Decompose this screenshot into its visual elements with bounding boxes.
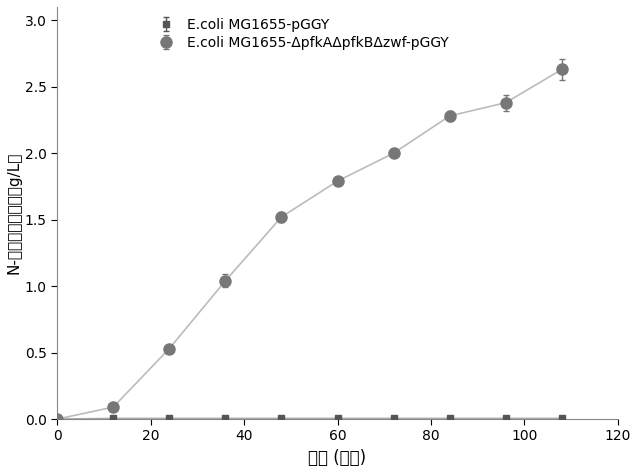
Legend: E.coli MG1655-pGGY, E.coli MG1655-ΔpfkAΔpfkBΔzwf-pGGY: E.coli MG1655-pGGY, E.coli MG1655-ΔpfkAΔ…	[148, 14, 453, 55]
X-axis label: 时间 (小时): 时间 (小时)	[308, 449, 367, 467]
Y-axis label: N-乙酰氨基葡萄糖（g/L）: N-乙酰氨基葡萄糖（g/L）	[7, 152, 22, 274]
